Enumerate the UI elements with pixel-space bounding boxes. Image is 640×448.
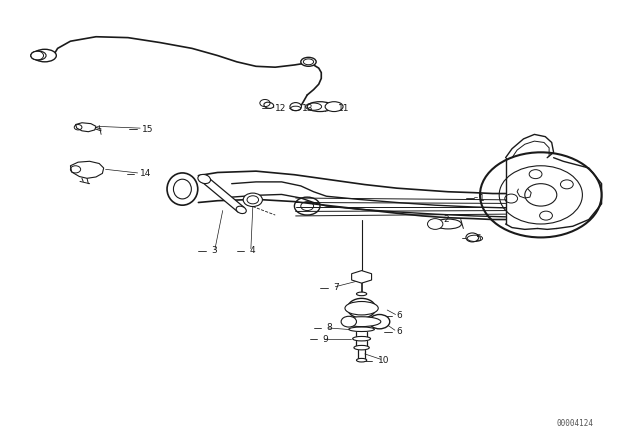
Ellipse shape xyxy=(301,57,316,66)
Ellipse shape xyxy=(198,174,211,184)
Circle shape xyxy=(428,219,443,229)
Circle shape xyxy=(341,316,356,327)
Ellipse shape xyxy=(354,345,369,350)
Text: 5: 5 xyxy=(475,234,481,243)
Text: 7: 7 xyxy=(333,283,339,292)
Ellipse shape xyxy=(325,102,343,112)
Ellipse shape xyxy=(435,219,461,229)
Ellipse shape xyxy=(33,49,56,62)
Ellipse shape xyxy=(345,302,378,315)
Text: 12: 12 xyxy=(275,104,287,113)
Text: 00004124: 00004124 xyxy=(557,419,594,428)
Ellipse shape xyxy=(307,102,333,112)
Text: 15: 15 xyxy=(142,125,154,134)
Text: 3: 3 xyxy=(211,246,217,255)
Polygon shape xyxy=(201,177,244,212)
Ellipse shape xyxy=(349,327,374,332)
Text: 6: 6 xyxy=(397,327,403,336)
Text: 1: 1 xyxy=(479,194,484,202)
Text: 13: 13 xyxy=(302,104,314,113)
Ellipse shape xyxy=(353,336,371,341)
Ellipse shape xyxy=(356,292,367,296)
Polygon shape xyxy=(76,123,96,132)
Circle shape xyxy=(290,103,301,111)
Ellipse shape xyxy=(342,317,381,327)
Polygon shape xyxy=(351,271,372,283)
Text: 6: 6 xyxy=(397,311,403,320)
Ellipse shape xyxy=(31,51,46,60)
Text: 8: 8 xyxy=(326,323,332,332)
Text: 4: 4 xyxy=(250,246,255,255)
Text: 9: 9 xyxy=(323,335,328,344)
Circle shape xyxy=(348,298,376,318)
Text: 11: 11 xyxy=(338,104,349,113)
Text: 2: 2 xyxy=(443,215,449,224)
Ellipse shape xyxy=(356,358,367,362)
Text: 14: 14 xyxy=(140,169,151,178)
Circle shape xyxy=(466,233,479,242)
Text: 10: 10 xyxy=(378,356,389,365)
Circle shape xyxy=(369,314,390,329)
Circle shape xyxy=(243,193,262,207)
Ellipse shape xyxy=(236,206,246,214)
Ellipse shape xyxy=(264,102,274,108)
Polygon shape xyxy=(70,161,104,178)
